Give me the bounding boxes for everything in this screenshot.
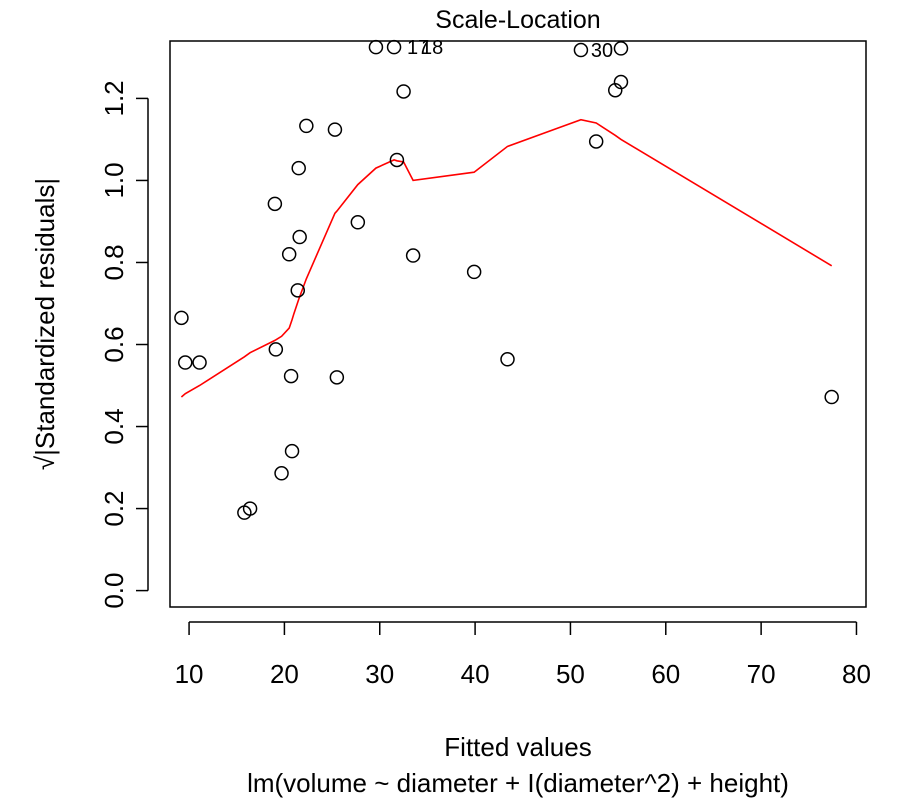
data-point bbox=[613, 74, 629, 90]
y-tick-label: 0.8 bbox=[99, 244, 129, 280]
y-tick-label: 0.0 bbox=[99, 573, 129, 609]
data-point bbox=[268, 342, 284, 357]
data-point bbox=[281, 247, 297, 262]
x-axis-sublabel: lm(volume ~ diameter + I(diameter^2) + h… bbox=[247, 768, 789, 798]
data-point bbox=[405, 248, 421, 263]
data-point bbox=[292, 229, 307, 245]
smoother-line bbox=[180, 118, 833, 398]
data-point bbox=[500, 352, 515, 367]
x-axis: 10 20 30 40 50 60 70 80 bbox=[175, 621, 871, 689]
x-tick-label: 80 bbox=[842, 659, 871, 689]
plot-frame bbox=[169, 40, 867, 608]
y-tick-label: 0.6 bbox=[99, 326, 129, 362]
data-point bbox=[573, 42, 589, 58]
data-point bbox=[178, 355, 193, 370]
data-point bbox=[242, 501, 258, 516]
y-axis-title: √|Standardized residuals| bbox=[30, 178, 60, 470]
data-point bbox=[824, 389, 839, 405]
data-point bbox=[284, 443, 300, 459]
data-point bbox=[396, 84, 411, 99]
data-point bbox=[327, 122, 343, 137]
y-tick-label: 0.2 bbox=[99, 490, 129, 526]
data-point bbox=[350, 215, 366, 230]
data-point bbox=[274, 466, 289, 481]
y-tick-label: 1.0 bbox=[99, 162, 129, 198]
data-point bbox=[291, 160, 306, 176]
x-tick-label: 30 bbox=[365, 659, 394, 689]
points-layer bbox=[174, 39, 839, 520]
data-point bbox=[368, 39, 384, 55]
data-point bbox=[283, 368, 299, 384]
smoother-layer bbox=[180, 118, 833, 398]
data-point bbox=[329, 370, 345, 385]
y-tick-label: 0.4 bbox=[99, 408, 129, 444]
y-axis: 0.0 0.2 0.4 0.6 0.8 1.0 1.2 bbox=[99, 80, 149, 609]
data-point bbox=[299, 118, 314, 134]
x-tick-label: 70 bbox=[747, 659, 776, 689]
x-tick-label: 10 bbox=[175, 659, 204, 689]
chart-title: Scale-Location bbox=[435, 6, 600, 34]
data-point bbox=[267, 196, 283, 212]
x-tick-label: 60 bbox=[651, 659, 680, 689]
data-point bbox=[389, 152, 405, 168]
data-point bbox=[290, 283, 306, 298]
x-tick-label: 40 bbox=[461, 659, 490, 689]
point-id-label: 18 bbox=[421, 37, 443, 59]
data-point bbox=[466, 264, 482, 280]
point-id-label: 17 bbox=[407, 37, 429, 59]
data-point bbox=[192, 355, 207, 370]
data-point bbox=[613, 41, 629, 56]
data-point bbox=[174, 310, 189, 326]
x-tick-label: 50 bbox=[556, 659, 585, 689]
point-id-label: 30 bbox=[591, 40, 613, 62]
data-point bbox=[588, 134, 604, 149]
y-tick-label: 1.2 bbox=[99, 80, 129, 116]
x-tick-label: 20 bbox=[270, 659, 299, 689]
x-axis-title: Fitted values bbox=[444, 732, 591, 762]
data-point bbox=[386, 39, 402, 55]
